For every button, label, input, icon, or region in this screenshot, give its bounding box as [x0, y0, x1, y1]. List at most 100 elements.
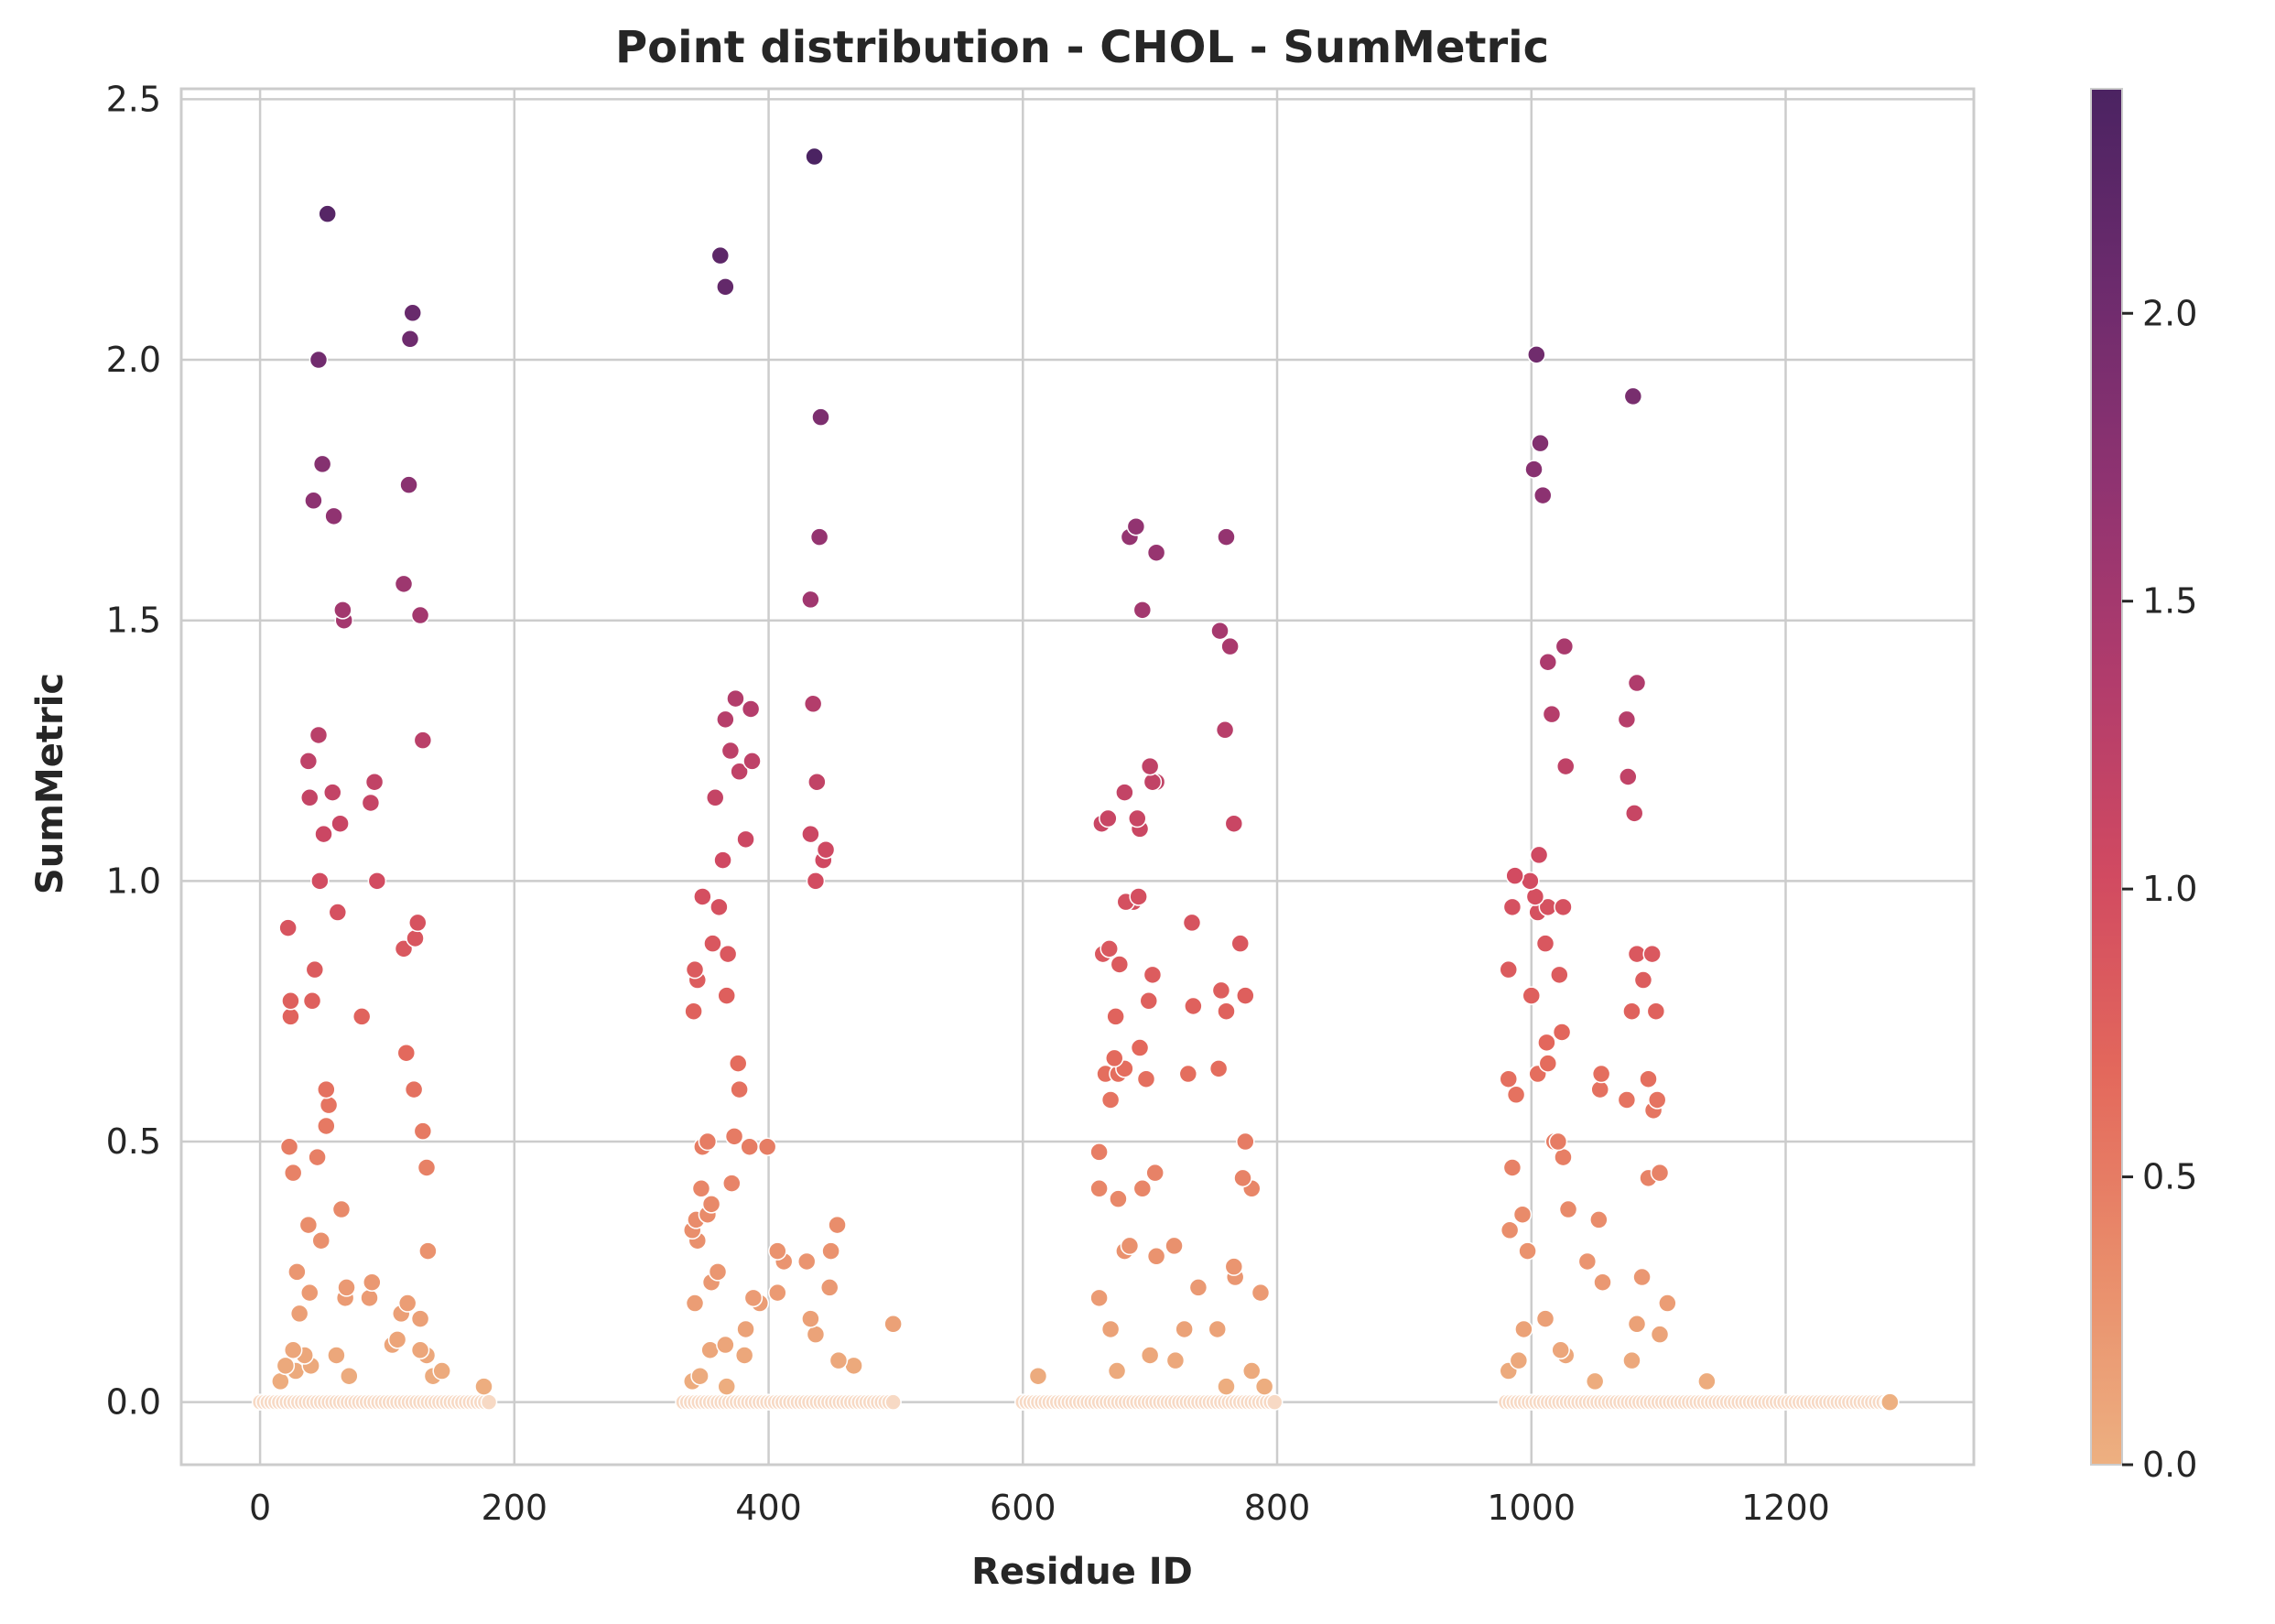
data-point: [1542, 704, 1562, 724]
data-point: [1555, 756, 1576, 776]
data-point: [720, 741, 741, 761]
data-point: [1132, 601, 1153, 620]
data-point: [403, 303, 422, 323]
y-tick-label: 0.5: [106, 1121, 161, 1162]
data-point: [684, 1001, 703, 1021]
data-point: [408, 913, 428, 933]
data-point: [1251, 1283, 1271, 1303]
data-point: [289, 1304, 309, 1324]
data-point: [318, 204, 337, 223]
data-point: [1217, 527, 1236, 547]
data-point: [1165, 1350, 1186, 1370]
data-point: [287, 1262, 307, 1282]
data-point: [1120, 1236, 1140, 1256]
data-point: [322, 783, 342, 802]
data-point: [807, 772, 827, 792]
data-point: [722, 1174, 742, 1193]
data-point: [1551, 1340, 1570, 1359]
data-point: [400, 330, 420, 349]
data-point: [404, 1079, 424, 1099]
data-point: [1128, 808, 1147, 828]
data-point: [816, 839, 836, 860]
data-point: [324, 506, 343, 526]
data-point: [1217, 1001, 1236, 1021]
data-point: [1105, 1048, 1124, 1068]
data-point: [327, 1346, 346, 1365]
data-point: [394, 574, 414, 594]
data-point: [1254, 1377, 1274, 1396]
data-point: [396, 1043, 417, 1063]
data-point: [387, 1330, 407, 1349]
data-point: [1220, 636, 1240, 656]
data-point: [717, 986, 736, 1005]
y-axis-ticks: 0.0 0.5 1.0 1.5 2.0 2.5: [106, 79, 161, 1422]
data-point: [1647, 1090, 1667, 1110]
data-point: [1115, 783, 1134, 802]
x-tick-label: 1000: [1487, 1488, 1576, 1528]
data-point: [740, 1137, 759, 1156]
data-point: [1650, 1325, 1670, 1344]
data-point: [432, 1361, 451, 1380]
data-point: [305, 959, 325, 980]
data-point: [1215, 720, 1235, 740]
data-point: [1552, 1023, 1572, 1042]
x-tick-label: 200: [482, 1488, 548, 1528]
data-point: [410, 1309, 430, 1328]
data-point: [1627, 673, 1647, 693]
data-point: [278, 918, 298, 937]
data-point: [340, 1366, 359, 1386]
data-point: [363, 1272, 382, 1292]
data-point: [1585, 1371, 1605, 1391]
baseline-point: [884, 1393, 902, 1411]
data-point: [1230, 934, 1250, 953]
data-point: [1188, 1278, 1208, 1297]
y-tick-label: 2.5: [106, 79, 161, 119]
x-tick-label: 600: [990, 1488, 1056, 1528]
data-point: [717, 1377, 736, 1396]
data-point: [1499, 959, 1519, 980]
chart-title: Point distribution - CHOL - SumMetric: [615, 22, 1549, 73]
data-point: [736, 1319, 755, 1339]
x-tick-label: 0: [249, 1488, 271, 1528]
data-point: [1622, 1350, 1641, 1370]
data-point: [1210, 621, 1230, 641]
data-point: [809, 527, 829, 547]
data-point: [276, 1356, 296, 1376]
data-point: [317, 1079, 336, 1099]
data-point: [1514, 1319, 1533, 1339]
data-point: [806, 1325, 826, 1344]
data-point: [281, 1007, 300, 1026]
data-point: [801, 1309, 820, 1328]
data-point: [1524, 460, 1544, 479]
data-point: [330, 814, 350, 833]
data-point: [1100, 1319, 1121, 1339]
data-point: [352, 1007, 372, 1026]
data-point: [300, 1283, 320, 1303]
data-point: [828, 1215, 847, 1235]
data-point: [283, 1163, 303, 1183]
data-point: [1506, 1085, 1526, 1105]
data-point: [1502, 1158, 1522, 1177]
data-point: [309, 725, 329, 745]
data-point: [1099, 808, 1118, 828]
data-point: [1236, 986, 1255, 1005]
data-point: [1658, 1294, 1677, 1313]
data-point: [1241, 1361, 1262, 1380]
data-point: [1089, 1288, 1109, 1308]
data-point: [811, 407, 830, 427]
data-point: [1184, 996, 1203, 1016]
data-point: [1100, 1090, 1121, 1110]
baseline-points: [251, 1392, 1900, 1412]
y-tick-label: 1.5: [106, 601, 161, 641]
data-point: [1627, 1315, 1647, 1334]
data-point: [304, 491, 323, 511]
data-point: [1535, 934, 1555, 953]
y-axis-label: SumMetric: [29, 673, 71, 894]
data-point: [1577, 1251, 1598, 1272]
data-point: [1182, 913, 1202, 933]
data-point: [410, 605, 430, 625]
data-point: [742, 752, 762, 771]
data-point: [337, 1278, 356, 1297]
data-point: [685, 1294, 705, 1313]
data-point: [279, 1137, 299, 1156]
